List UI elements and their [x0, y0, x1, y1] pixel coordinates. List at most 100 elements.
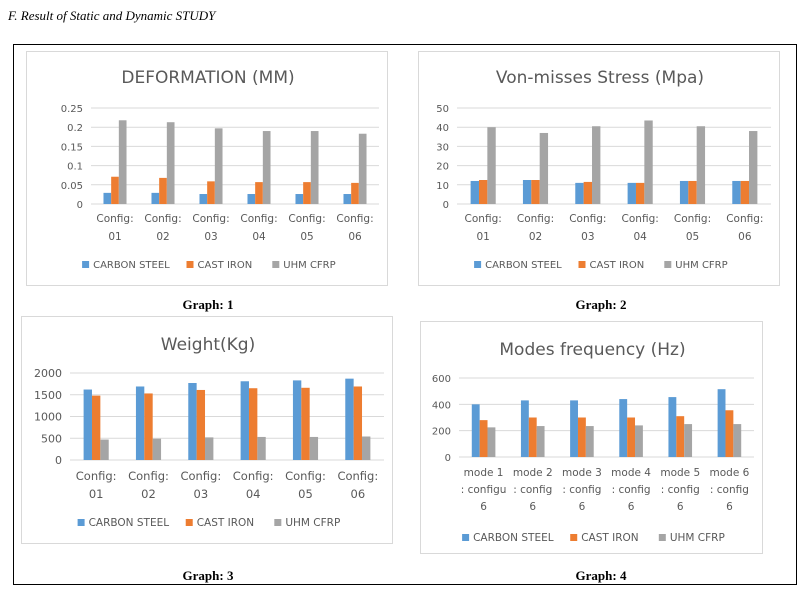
category-label: 03 — [204, 231, 217, 243]
legend-swatch-carbon-steel — [474, 261, 482, 268]
bar-uhm-cfrp — [118, 120, 127, 204]
legend-label-carbon-steel: CARBON STEEL — [93, 260, 170, 271]
bar-uhm-cfrp — [733, 424, 742, 457]
category-label: 01 — [476, 231, 489, 243]
bar-uhm-cfrp — [362, 436, 371, 460]
y-tick-label: 50 — [436, 104, 449, 115]
bar-uhm-cfrp — [539, 132, 549, 204]
category-label: 06 — [351, 487, 366, 501]
y-tick-label: 500 — [41, 432, 62, 445]
y-tick-label: 0 — [443, 200, 449, 211]
bar-uhm-cfrp — [214, 128, 223, 204]
bar-carbon-steel — [717, 389, 726, 457]
graph-2-caption: Graph: 2 — [575, 297, 627, 312]
category-label: 03 — [581, 231, 594, 243]
bar-uhm-cfrp — [262, 131, 271, 204]
bar-carbon-steel — [345, 378, 354, 460]
bar-uhm-cfrp — [310, 131, 319, 204]
y-tick-label: 200 — [432, 427, 451, 438]
bar-carbon-steel — [679, 180, 689, 204]
category-label: 02 — [529, 231, 542, 243]
category-label: : config — [612, 484, 651, 496]
bar-carbon-steel — [103, 192, 112, 204]
y-tick-label: 0 — [77, 200, 83, 211]
von-mises-stress-chart: Von-misses Stress (Mpa) 0 10 20 30 40 50 Config… — [418, 51, 780, 286]
legend-label-uhm-cfrp: UHM CFRP — [283, 260, 335, 271]
category-label: Config: — [336, 213, 373, 225]
category-label: 6 — [628, 501, 635, 513]
bar-carbon-steel — [570, 400, 578, 457]
category-label: mode 3 — [562, 467, 602, 479]
category-label: Config: — [128, 469, 169, 483]
bar-cast-iron — [531, 180, 540, 204]
bar-carbon-steel — [732, 180, 741, 204]
bar-uhm-cfrp — [152, 438, 162, 460]
bar-cast-iron — [248, 388, 258, 460]
category-label: mode 5 — [660, 467, 700, 479]
category-label: 6 — [726, 501, 733, 513]
category-label: Config: — [180, 469, 221, 483]
y-tick-label: 0.2 — [67, 123, 83, 134]
bar-carbon-steel — [151, 192, 160, 204]
bar-cast-iron — [479, 420, 488, 457]
y-tick-label: 0 — [55, 454, 62, 467]
legend-swatch-carbon-steel — [77, 519, 85, 526]
bar-cast-iron — [111, 176, 119, 204]
category-label: Config: — [288, 213, 325, 225]
category-label: mode 6 — [710, 467, 750, 479]
category-label: 6 — [677, 501, 684, 513]
y-tick-label: 0.15 — [61, 142, 83, 153]
category-label: : configu — [461, 484, 507, 496]
bar-carbon-steel — [247, 194, 256, 204]
graph-4-caption: Graph: 4 — [575, 568, 627, 583]
chart-title: Weight(Kg) — [161, 335, 255, 355]
legend-swatch-carbon-steel — [462, 534, 470, 541]
bar-cast-iron — [144, 393, 153, 460]
bar-cast-iron — [303, 182, 311, 204]
deformation-chart: DEFORMATION (MM) 0 0.05 0.1 0.15 0.2 0.25 Confi… — [26, 51, 388, 286]
category-label: 6 — [579, 501, 586, 513]
bar-cast-iron — [725, 410, 734, 457]
category-label: Config: — [240, 213, 277, 225]
category-label: 05 — [686, 231, 699, 243]
legend-label-uhm-cfrp: UHM CFRP — [675, 260, 727, 271]
weight-chart: Weight(Kg) 0 500 1000 1500 2000 Config: 01 Confi… — [21, 316, 393, 544]
legend-label-cast-iron: CAST IRON — [590, 260, 645, 271]
bar-uhm-cfrp — [487, 127, 496, 204]
category-label: 04 — [633, 231, 647, 243]
category-label: Config: — [337, 469, 378, 483]
bar-uhm-cfrp — [309, 436, 319, 460]
bar-carbon-steel — [240, 381, 249, 460]
bar-uhm-cfrp — [635, 425, 643, 457]
bar-uhm-cfrp — [684, 424, 693, 457]
category-label: Config: — [285, 469, 326, 483]
legend-swatch-uhm-cfrp — [658, 534, 666, 541]
bar-cast-iron — [676, 416, 685, 457]
bar-uhm-cfrp — [592, 126, 601, 204]
category-label: 06 — [348, 231, 362, 243]
y-tick-label: 20 — [436, 162, 449, 173]
graph-3-caption: Graph: 3 — [182, 568, 234, 583]
y-tick-label: 1500 — [34, 389, 62, 402]
category-label: 6 — [480, 501, 487, 513]
category-label: mode 1 — [464, 467, 504, 479]
bar-uhm-cfrp — [100, 439, 109, 460]
y-tick-label: 0 — [445, 453, 451, 464]
bar-carbon-steel — [522, 180, 532, 204]
y-tick-label: 0.25 — [61, 104, 83, 115]
category-label: : config — [513, 484, 552, 496]
y-tick-label: 40 — [436, 123, 449, 134]
bar-cast-iron — [577, 417, 586, 457]
bar-carbon-steel — [135, 386, 145, 460]
bar-cast-iron — [627, 417, 636, 457]
legend-swatch-cast-iron — [578, 261, 586, 268]
legend-label-cast-iron: CAST IRON — [197, 517, 254, 529]
bar-carbon-steel — [575, 182, 584, 204]
y-tick-label: 400 — [432, 400, 451, 411]
category-label: Config: — [76, 469, 117, 483]
category-label: 05 — [300, 231, 313, 243]
y-tick-label: 30 — [436, 142, 449, 153]
category-label: 03 — [194, 487, 209, 501]
figure-frame — [13, 44, 797, 585]
category-label: 6 — [529, 501, 536, 513]
